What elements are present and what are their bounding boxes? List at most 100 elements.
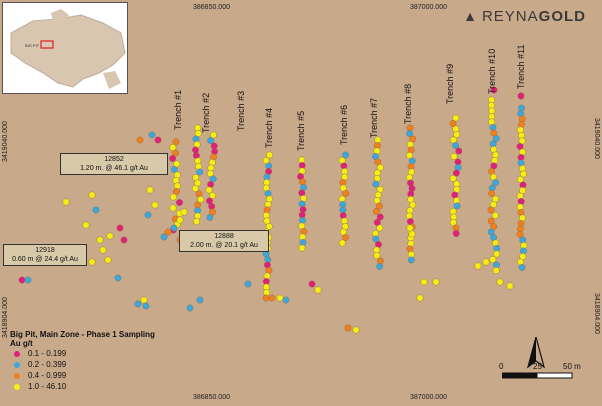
- sample-point: [169, 155, 177, 162]
- legend-swatch-orange: [14, 372, 20, 379]
- sample-point: [298, 200, 306, 208]
- sample-point: [490, 86, 498, 94]
- sample-point: [406, 224, 414, 232]
- sample-point: [372, 235, 380, 243]
- sample-point: [142, 302, 150, 310]
- sample-point: [144, 211, 152, 219]
- sample-point: [262, 294, 270, 302]
- callout-result: 0.60 m @ 24.4 g/t Au: [12, 256, 78, 263]
- scale-tick-0: 0: [499, 362, 504, 371]
- sample-point: [104, 256, 112, 264]
- callout-result: 1.20 m. @ 46.1 g/t Au: [80, 165, 148, 172]
- sample-point: [299, 239, 307, 246]
- sample-point: [211, 148, 219, 155]
- sample-point: [205, 186, 213, 194]
- coord-right-2: 3418904.000: [593, 293, 600, 334]
- legend-swatch-magenta: [14, 350, 20, 357]
- legend-item-label: 1.0 - 46.10: [28, 382, 67, 391]
- sample-point: [517, 198, 525, 205]
- sample-point: [210, 131, 217, 139]
- sample-point: [172, 138, 180, 146]
- sample-point: [405, 212, 413, 220]
- sample-point: [409, 201, 416, 209]
- trench-label-11: Trench #11: [516, 44, 526, 89]
- sample-point: [496, 278, 504, 286]
- sample-point: [262, 157, 270, 164]
- sample-point: [493, 250, 500, 258]
- inset-label: BIG PIT: [25, 43, 40, 48]
- sample-point: [282, 296, 290, 304]
- sample-point: [453, 202, 461, 210]
- sample-point: [452, 230, 460, 237]
- sample-point: [193, 218, 201, 225]
- legend-title: Big Pit, Main Zone - Phase 1 Sampling: [10, 330, 155, 339]
- sample-point: [146, 186, 154, 194]
- sample-point: [106, 232, 114, 240]
- callout-12888: 12888 2.00 m. @ 20.1 g/t Au: [179, 230, 269, 252]
- sample-point: [373, 252, 381, 259]
- sample-point: [24, 276, 32, 284]
- scale-tick-25: 25: [533, 362, 542, 371]
- sample-point: [491, 212, 499, 219]
- sample-point: [196, 296, 204, 304]
- sample-point: [372, 208, 380, 215]
- trench-label-9: Trench #9: [445, 63, 455, 104]
- sample-point: [520, 170, 527, 178]
- sample-point: [492, 239, 499, 247]
- sample-point: [160, 233, 168, 241]
- sample-point: [376, 164, 384, 171]
- sample-point: [18, 276, 26, 284]
- sample-point: [120, 236, 128, 244]
- sample-point: [194, 212, 202, 220]
- coord-bottom-2: 387000.000: [410, 394, 447, 401]
- sample-point: [88, 258, 96, 266]
- sample-point: [516, 192, 524, 200]
- sample-point: [169, 204, 177, 212]
- sample-point: [276, 294, 284, 302]
- logo-icon: ▲: [463, 8, 478, 24]
- sample-point: [180, 208, 188, 216]
- legend-item: 0.1 - 0.199: [10, 348, 155, 359]
- logo-name-bold: GOLD: [538, 8, 586, 25]
- sample-point: [492, 267, 500, 274]
- sample-point: [206, 214, 214, 221]
- sample-point: [176, 199, 183, 206]
- sample-point: [492, 179, 500, 186]
- sample-point: [170, 224, 178, 232]
- legend-item-label: 0.4 - 0.999: [28, 371, 67, 380]
- logo-name-light: REYNA: [481, 8, 539, 25]
- scale-tick-50: 50 m: [563, 362, 581, 371]
- legend-item: 0.4 - 0.999: [10, 370, 155, 381]
- inset-location-map: BIG PIT: [2, 2, 128, 94]
- sample-point: [376, 263, 384, 270]
- sample-point: [492, 151, 500, 159]
- sample-point: [455, 147, 463, 155]
- sample-point: [518, 264, 526, 271]
- sample-point: [408, 230, 416, 238]
- sample-point: [88, 191, 96, 199]
- sample-point: [299, 178, 306, 186]
- sample-point: [416, 294, 424, 302]
- sample-point: [406, 152, 413, 159]
- sample-point: [406, 130, 413, 137]
- sample-point: [482, 258, 490, 266]
- company-logo: ▲ REYNAGOLD: [463, 8, 586, 25]
- trench-label-10: Trench #10: [487, 48, 497, 94]
- sample-point: [176, 216, 184, 224]
- sample-point: [209, 208, 216, 216]
- sample-point: [449, 175, 457, 182]
- sample-point: [490, 223, 498, 230]
- sample-point: [192, 135, 200, 143]
- inset-map-graphic: BIG PIT: [10, 9, 126, 89]
- sample-point: [207, 137, 215, 144]
- sample-point: [210, 153, 217, 161]
- sample-point: [96, 236, 104, 244]
- sample-point: [506, 282, 514, 290]
- trench-label-1: Trench #1: [173, 89, 183, 130]
- legend-item-label: 0.2 - 0.399: [28, 360, 67, 369]
- coord-top-2: 387000.000: [410, 4, 447, 11]
- sample-point: [209, 192, 216, 199]
- sample-point: [489, 256, 497, 263]
- sample-point: [195, 163, 203, 170]
